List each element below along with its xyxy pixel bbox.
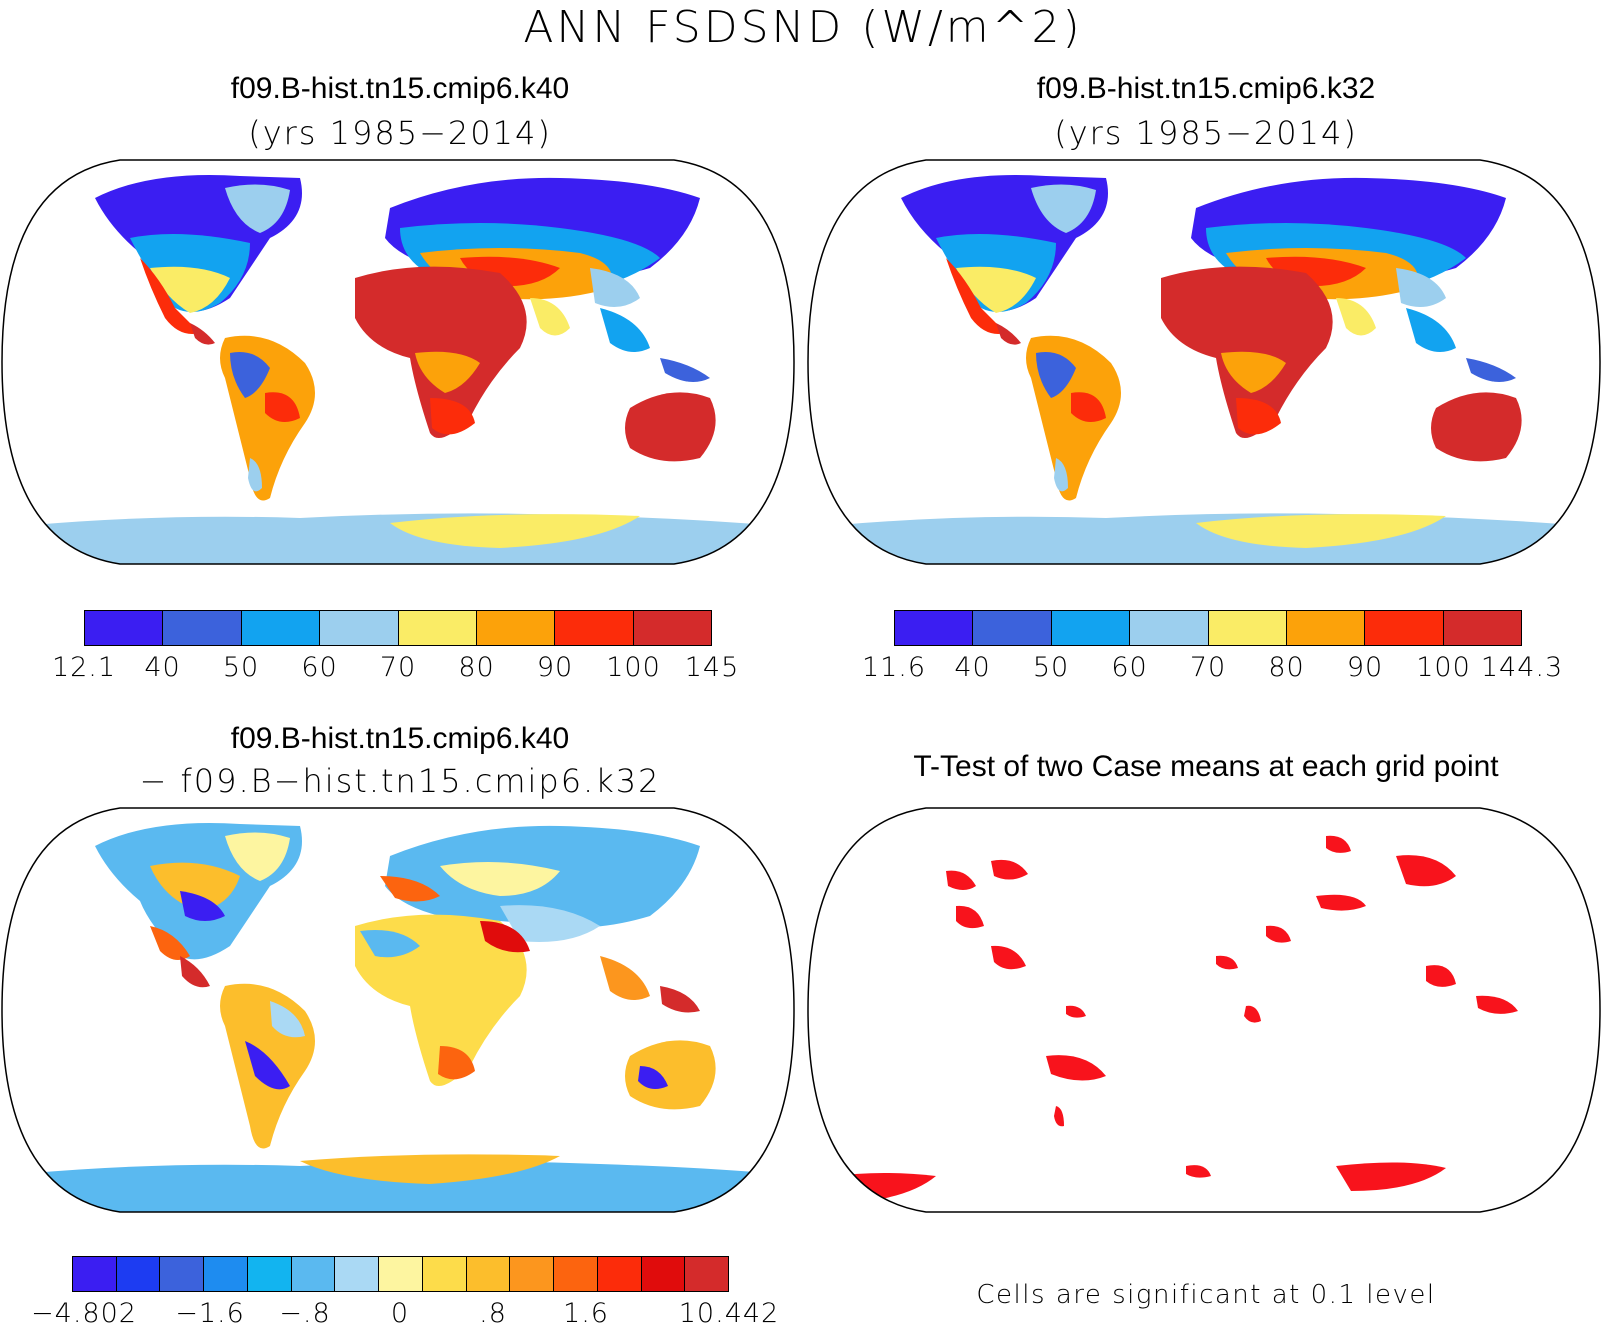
panel-3-map [1,807,795,1213]
colorbar-segment [320,611,399,645]
panel-1-tick-label: 50 [222,652,260,683]
panel-2-map [807,159,1601,565]
panel-1-tick-label: 100 [606,652,661,683]
panel-2-title: f09.B-hist.tn15.cmip6.k32 [1036,72,1376,105]
colorbar-segment [422,1257,467,1291]
panel-2-colorbar [894,610,1522,646]
colorbar-segment [466,1257,511,1291]
panel-4-title: T-Test of two Case means at each grid po… [913,750,1499,783]
panel-3-tick-label: −1.6 [175,1298,245,1329]
colorbar-segment [163,611,242,645]
panel-1-tick-label: 80 [458,652,495,683]
panel-4-map [807,807,1601,1213]
colorbar-segment [247,1257,292,1291]
colorbar-segment [379,1257,423,1291]
colorbar-segment [555,611,634,645]
colorbar-segment [597,1257,642,1291]
panel-3-tick-label: 0 [390,1298,410,1329]
panel-1-tick-label: 145 [684,652,740,683]
panel-2-tick-label: 40 [954,652,991,683]
panel-2-tick-label: 144.3 [1480,652,1564,683]
panel-2-tick-label: 70 [1189,652,1227,683]
colorbar-segment [1208,611,1287,645]
colorbar-segment [85,611,164,645]
panel-2-tick-label: 50 [1032,652,1070,683]
panel-3-tick-label: 1.6 [563,1298,609,1329]
colorbar-segment [398,611,477,645]
colorbar-segment [895,611,974,645]
colorbar-segment [1051,611,1131,645]
panel-2-tick-label: 60 [1111,652,1148,683]
panel-3-tick-label: 10.442 [678,1298,780,1329]
panel-1-title: f09.B-hist.tn15.cmip6.k40 [230,72,570,105]
colorbar-segment [335,1257,380,1291]
colorbar-segment [685,1257,729,1291]
panel-3-colorbar [72,1256,729,1292]
panel-1-tick-label: 12.1 [51,652,117,683]
colorbar-segment [1286,611,1366,645]
panel-4-significance-note: Cells are significant at 0.1 level [976,1280,1436,1310]
panel-2-tick-label: 90 [1346,652,1384,683]
panel-3-title: f09.B-hist.tn15.cmip6.k40 [230,722,570,755]
colorbar-segment [633,611,711,645]
panel-1-subtitle: (yrs 1985−2014) [248,114,552,152]
panel-2-tick-label: 11.6 [861,652,927,683]
colorbar-segment [641,1257,686,1291]
panel-1-tick-label: 90 [536,652,574,683]
panel-3-tick-label: −.8 [279,1298,331,1329]
colorbar-segment [73,1257,117,1291]
panel-3-tick-label: .8 [479,1298,507,1329]
figure-title: ANN FSDSND (W/m^2) [523,2,1083,53]
colorbar-segment [476,611,556,645]
panel-2-tick-label: 100 [1416,652,1471,683]
panel-1-colorbar [84,610,712,646]
colorbar-segment [1130,611,1209,645]
colorbar-segment [204,1257,248,1291]
panel-1-tick-label: 40 [144,652,181,683]
colorbar-segment [291,1257,336,1291]
colorbar-segment [116,1257,161,1291]
panel-3-subtitle: − f09.B−hist.tn15.cmip6.k32 [139,762,661,800]
colorbar-segment [241,611,321,645]
colorbar-segment [510,1257,555,1291]
colorbar-segment [973,611,1052,645]
panel-1-tick-label: 70 [379,652,417,683]
panel-2-subtitle: (yrs 1985−2014) [1054,114,1358,152]
colorbar-segment [554,1257,598,1291]
colorbar-segment [1365,611,1444,645]
colorbar-segment [1443,611,1521,645]
panel-1-tick-label: 60 [301,652,338,683]
panel-2-tick-label: 80 [1268,652,1305,683]
panel-3-tick-label: −4.802 [31,1298,137,1329]
colorbar-segment [160,1257,205,1291]
panel-1-map [1,159,795,565]
